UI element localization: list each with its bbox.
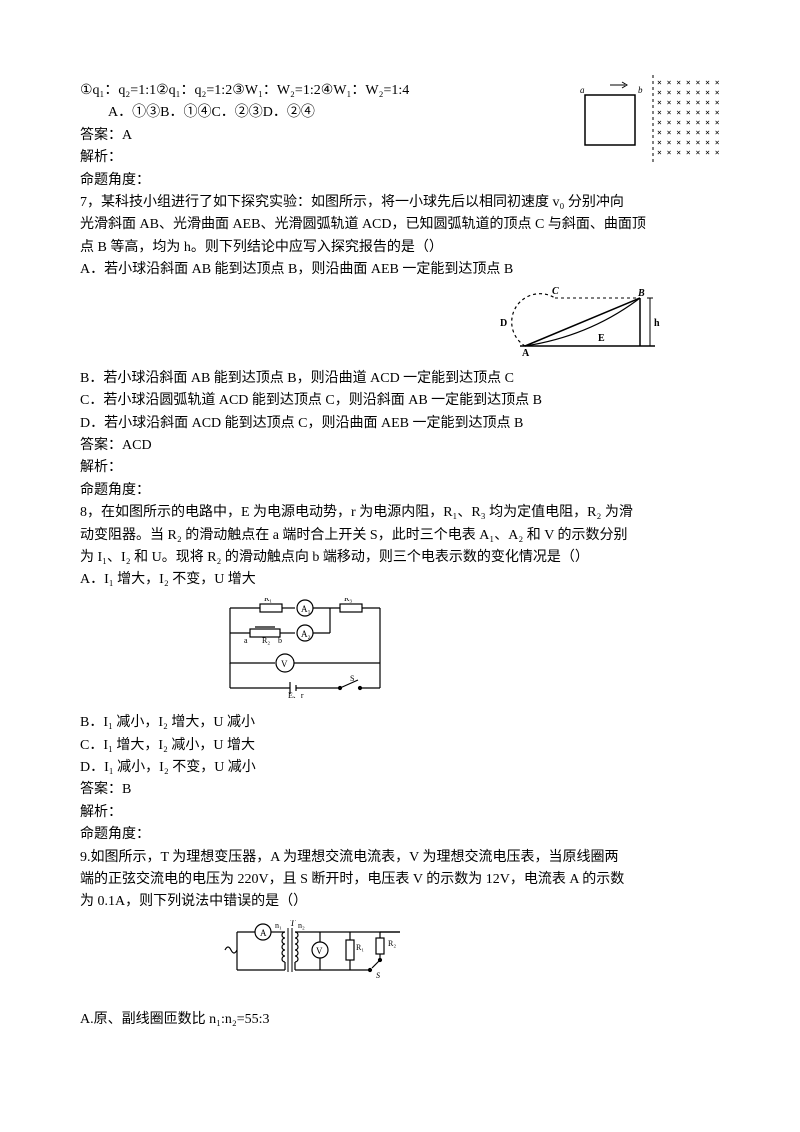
svg-text:R₁: R₁ (264, 598, 272, 603)
svg-text:h: h (654, 318, 660, 329)
svg-text:A: A (260, 928, 267, 938)
svg-text:× × × × × × ×: × × × × × × × (657, 128, 720, 137)
svg-text:n₁: n₁ (275, 921, 282, 930)
q7-optD: D．若小球沿斜面 ACD 能到达顶点 C，则沿曲面 AEB 一定能到达顶点 B (80, 413, 720, 435)
svg-text:n₂: n₂ (298, 921, 305, 930)
q7-analysis: 解析： (80, 457, 720, 479)
q8-stem1: 8，在如图所示的电路中，E 为电源电动势，r 为电源内阻，R₁、R₃ 均为定值电… (80, 502, 720, 524)
q8-optA: A．I₁ 增大，I₂ 不变，U 增大 (80, 569, 720, 591)
q7-optA: A．若小球沿斜面 AB 能到达顶点 B，则沿曲面 AEB 一定能到达顶点 B (80, 259, 720, 281)
svg-text:D: D (500, 318, 507, 329)
svg-text:× × × × × × ×: × × × × × × × (657, 98, 720, 107)
svg-text:a: a (580, 85, 585, 95)
q7-stem1: 7，某科技小组进行了如下探究实验：如图所示，将一小球先后以相同初速度 v₀ 分别… (80, 192, 720, 214)
svg-text:× × × × × × ×: × × × × × × × (657, 138, 720, 147)
q9-stem3: 为 0.1A，则下列说法中错误的是（） (80, 891, 720, 913)
q6-angle: 命题角度： (80, 170, 720, 192)
q8-optB: B．I₁ 减小，I₂ 增大，U 减小 (80, 712, 720, 734)
q9-stem1: 9.如图所示，T 为理想变压器，A 为理想交流电流表，V 为理想交流电压表，当原… (80, 847, 720, 869)
svg-text:V: V (316, 946, 323, 956)
q9-stem2: 端的正弦交流电的电压为 220V，且 S 断开时，电压表 V 的示数为 12V，… (80, 869, 720, 891)
q7-optB: B．若小球沿斜面 AB 能到达顶点 B，则沿曲道 ACD 一定能到达顶点 C (80, 368, 720, 390)
svg-text:× × × × × × ×: × × × × × × × (657, 88, 720, 97)
q7-stem3: 点 B 等高，均为 h。则下列结论中应写入探究报告的是（） (80, 237, 720, 259)
q6-figure: × × × × × × × × × × × × × × × × × × × × … (575, 75, 735, 165)
svg-text:E、r: E、r (288, 691, 304, 698)
q8-stem3: 为 I₁、I₂ 和 U。现将 R₂ 的滑动触点向 b 端移动，则三个电表示数的变… (80, 547, 720, 569)
svg-text:× × × × × × ×: × × × × × × × (657, 108, 720, 117)
svg-text:b: b (278, 636, 282, 645)
svg-text:V: V (281, 659, 288, 669)
page-container: × × × × × × × × × × × × × × × × × × × × … (0, 0, 800, 1072)
svg-text:R₂: R₂ (388, 939, 396, 948)
svg-text:× × × × × × ×: × × × × × × × (657, 118, 720, 127)
svg-text:× × × × × × ×: × × × × × × × (657, 78, 720, 87)
q8-figure: A₁ A₂ V (80, 598, 720, 706)
svg-text:R₁: R₁ (356, 943, 364, 952)
q9-figure: A V (80, 920, 720, 1003)
svg-text:× × × × × × ×: × × × × × × × (657, 148, 720, 157)
q7-answer: 答案：ACD (80, 435, 720, 457)
svg-text:b: b (638, 85, 643, 95)
svg-text:C: C (552, 286, 559, 297)
svg-text:S: S (376, 971, 380, 980)
q7-stem2: 光滑斜面 AB、光滑曲面 AEB、光滑圆弧轨道 ACD，已知圆弧轨道的顶点 C … (80, 214, 720, 236)
svg-text:A₂: A₂ (301, 629, 311, 639)
q8-angle: 命题角度： (80, 824, 720, 846)
q8-analysis: 解析： (80, 802, 720, 824)
q8-optC: C．I₁ 增大，I₂ 减小，U 增大 (80, 735, 720, 757)
svg-text:R₂: R₂ (262, 636, 270, 645)
q9-optA: A.原、副线圈匝数比 n₁:n₂=55:3 (80, 1009, 720, 1031)
svg-text:B: B (637, 288, 645, 299)
svg-text:R₃: R₃ (344, 598, 352, 603)
q7-angle: 命题角度： (80, 480, 720, 502)
q7-optC: C．若小球沿圆弧轨道 ACD 能到达顶点 C，则沿斜面 AB 一定能到达顶点 B (80, 390, 720, 412)
svg-text:A₁: A₁ (301, 604, 311, 614)
svg-text:S: S (350, 674, 354, 683)
q8-stem2: 动变阻器。当 R₂ 的滑动触点在 a 端时合上开关 S，此时三个电表 A₁、A₂… (80, 525, 720, 547)
svg-text:T: T (290, 920, 296, 928)
q8-optD: D．I₁ 减小，I₂ 不变，U 减小 (80, 757, 720, 779)
q7-figure: h A B C D E (80, 286, 720, 364)
svg-text:a: a (244, 636, 248, 645)
svg-text:A: A (522, 348, 530, 356)
svg-text:E: E (598, 333, 605, 344)
q8-answer: 答案：B (80, 779, 720, 801)
